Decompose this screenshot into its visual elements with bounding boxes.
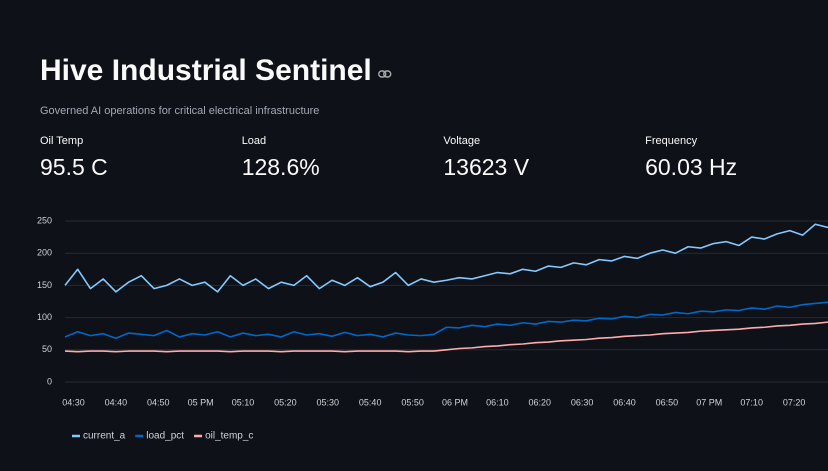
x-tick-label: 06:10 [486,397,509,407]
x-tick-label: 06:30 [571,397,594,407]
metric-value: 128.6% [242,154,320,180]
metric-value: 95.5 C [40,154,108,180]
y-tick-label: 0 [47,376,52,386]
x-tick-label: 05 PM [188,397,214,407]
x-tick-label: 05:50 [401,397,424,407]
legend-label[interactable]: load_pct [146,431,184,442]
metric-label: Voltage [443,135,480,147]
x-tick-label: 07:20 [783,397,806,407]
chart: 0 50 100 150 200 250 04:30 04:40 04:50 05 PM 05:10… [37,215,828,442]
x-tick-label: 04:30 [62,397,85,407]
x-tick-label: 07 PM [696,397,722,407]
series-line [64,321,828,353]
legend-label[interactable]: current_a [83,431,126,442]
metric-value: 60.03 Hz [645,154,737,180]
x-tick-label: 05:20 [274,397,297,407]
metric-label: Oil Temp [40,135,83,147]
metrics-row: Oil Temp 95.5 C Load 128.6% Voltage 13623 V Fr… [40,135,737,180]
y-tick-label: 200 [37,248,52,258]
y-tick-label: 50 [42,344,52,354]
x-tick-label: 04:50 [147,397,170,407]
x-tick-label: 05:10 [232,397,255,407]
legend-label[interactable]: oil_temp_c [205,431,253,442]
anchor-link-icon[interactable] [378,70,392,78]
metric-value: 13623 V [443,154,529,180]
series-line [64,301,828,340]
page-title: Hive Industrial Sentinel [40,54,372,87]
x-tick-label: 07:10 [740,397,763,407]
x-tick-label: 06:40 [613,397,636,407]
y-tick-label: 100 [37,312,52,322]
x-tick-label: 04:40 [105,397,128,407]
x-tick-label: 05:30 [317,397,340,407]
subtitle: Governed AI operations for critical elec… [40,105,319,117]
metric-label: Load [242,135,266,147]
series-line [64,223,828,293]
x-tick-label: 06:20 [528,397,551,407]
x-tick-label: 05:40 [359,397,382,407]
y-tick-label: 150 [37,280,52,290]
y-tick-label: 250 [37,215,52,225]
metric-label: Frequency [645,135,697,147]
x-tick-label: 06 PM [442,397,468,407]
x-tick-label: 06:50 [656,397,679,407]
